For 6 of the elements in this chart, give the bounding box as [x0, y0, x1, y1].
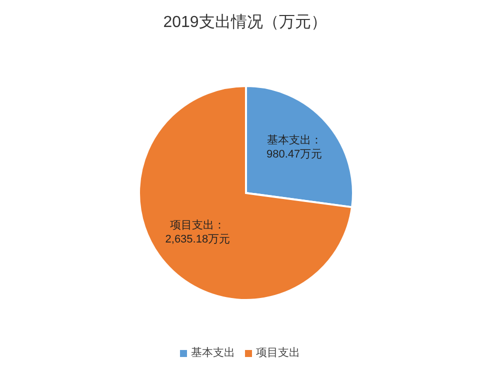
- pie-slice: [138, 85, 354, 301]
- chart-title: 2019支出情况（万元）: [162, 12, 328, 33]
- data-label: 项目支出： 2,635.18万元: [165, 218, 230, 246]
- legend-label: 项目支出: [256, 347, 300, 359]
- legend-label: 基本支出: [191, 347, 235, 359]
- data-label: 基本支出： 980.47万元: [266, 134, 322, 161]
